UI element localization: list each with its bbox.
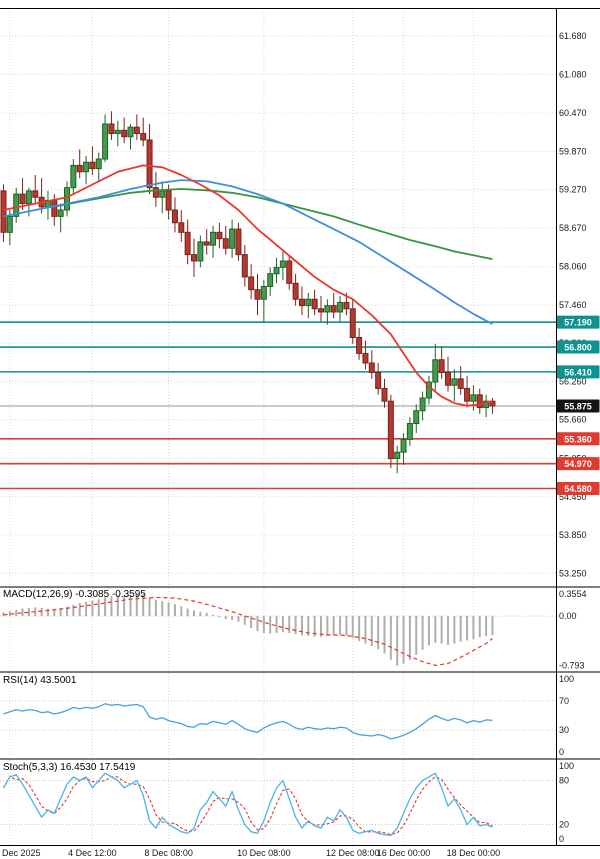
resistance-price-tag bbox=[556, 365, 600, 379]
price-tags-layer: 57.190 56.800 56.410 55.360 54.970 54.580 55.8… bbox=[556, 315, 600, 495]
stoch-label: Stoch(5,3,3) 16.4530 17.5419 bbox=[3, 762, 136, 773]
price-axis-label: 57.460 bbox=[559, 300, 587, 310]
grid-layer: 61.680 61.080 60.470 59.870 59.270 58.670 58.0… bbox=[0, 8, 587, 845]
rsi-line bbox=[3, 703, 493, 740]
price-axis-label: 58.670 bbox=[559, 223, 587, 233]
stoch-axis-label: 80 bbox=[559, 776, 569, 786]
price-axis-label: 61.680 bbox=[559, 31, 587, 41]
resistance-price-tag bbox=[556, 340, 600, 354]
macd-signal-line bbox=[3, 596, 493, 667]
price-axis-label: 53.850 bbox=[559, 530, 587, 540]
svg-text:56.410: 56.410 bbox=[564, 367, 592, 377]
panel-borders bbox=[0, 8, 600, 846]
price-axis-label: 60.470 bbox=[559, 108, 587, 118]
time-axis-label: Dec 2025 bbox=[2, 848, 41, 858]
time-axis-label: 10 Dec 08:00 bbox=[237, 848, 291, 858]
macd-label: MACD(12,26,9) -0.3085 -0.3595 bbox=[3, 589, 146, 600]
resistance-price-tag bbox=[556, 315, 600, 329]
stoch-axis-label: 100 bbox=[559, 761, 574, 771]
price-axis-label: 58.060 bbox=[559, 262, 587, 272]
rsi-axis-label: 0 bbox=[559, 747, 564, 757]
svg-text:54.580: 54.580 bbox=[564, 484, 592, 494]
ma-mid-line bbox=[3, 179, 493, 325]
price-axis-label: 55.660 bbox=[559, 415, 587, 425]
svg-text:56.800: 56.800 bbox=[564, 343, 592, 353]
stoch-d-line bbox=[3, 776, 493, 836]
stoch-k-line bbox=[2, 772, 493, 837]
moving-averages-layer bbox=[3, 164, 493, 407]
price-axis-label: 56.260 bbox=[559, 376, 587, 386]
macd-axis-label: 0.3554 bbox=[559, 589, 587, 599]
svg-text:54.970: 54.970 bbox=[564, 459, 592, 469]
macd-panel-layer: 0.3554 0.00 -0.793 bbox=[0, 589, 587, 671]
levels-layer bbox=[0, 321, 556, 490]
svg-text:55.360: 55.360 bbox=[564, 434, 592, 444]
time-axis-label: 8 Dec 08:00 bbox=[144, 848, 193, 858]
ma-fast-line bbox=[3, 164, 493, 407]
time-axis-label: 12 Dec 08:00 bbox=[326, 848, 380, 858]
rsi-label: RSI(14) 43.5001 bbox=[3, 675, 77, 686]
stoch-panel-layer: 100 80 20 0 bbox=[0, 761, 574, 844]
time-axis-label: 4 Dec 12:00 bbox=[68, 848, 117, 858]
macd-axis-label: 0.00 bbox=[559, 611, 577, 621]
current-price-tag bbox=[556, 399, 600, 413]
time-axis-label: 16 Dec 00:00 bbox=[377, 848, 431, 858]
rsi-axis-label: 30 bbox=[559, 725, 569, 735]
stoch-axis-label: 0 bbox=[559, 834, 564, 844]
rsi-panel-layer: 100 70 30 0 bbox=[0, 674, 574, 757]
macd-axis-label: -0.793 bbox=[559, 661, 585, 671]
stoch-axis-label: 20 bbox=[559, 819, 569, 829]
price-axis-label: 54.450 bbox=[559, 492, 587, 502]
price-axis-label: 59.870 bbox=[559, 146, 587, 156]
rsi-axis-label: 100 bbox=[559, 674, 574, 684]
support-price-tag bbox=[556, 432, 600, 446]
price-axis-label: 59.270 bbox=[559, 185, 587, 195]
support-price-tag bbox=[556, 457, 600, 471]
svg-text:57.190: 57.190 bbox=[564, 318, 592, 328]
price-axis-label: 53.250 bbox=[559, 568, 587, 578]
time-axis: Dec 2025 4 Dec 12:00 8 Dec 08:00 10 Dec 08:… bbox=[2, 848, 500, 858]
candles-layer bbox=[0, 111, 496, 474]
time-axis-label: 18 Dec 00:00 bbox=[447, 848, 501, 858]
svg-text:55.875: 55.875 bbox=[564, 401, 592, 411]
support-price-tag bbox=[556, 481, 600, 495]
price-axis-label: 61.080 bbox=[559, 69, 587, 79]
rsi-axis-label: 70 bbox=[559, 696, 569, 706]
